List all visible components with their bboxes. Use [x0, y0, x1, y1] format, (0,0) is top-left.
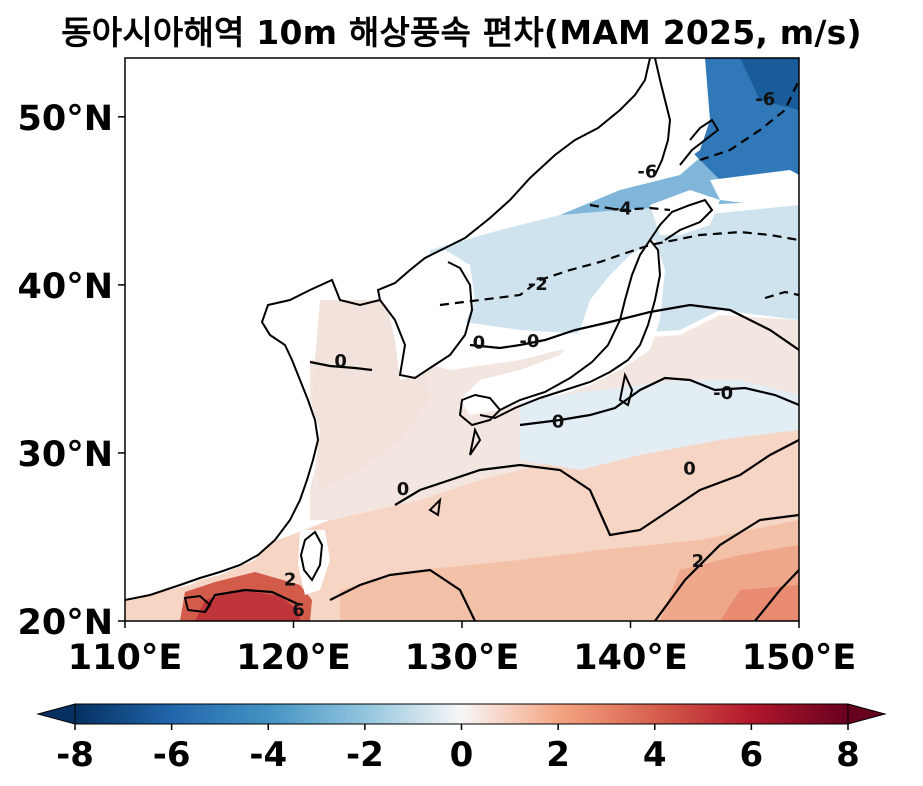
colorbar-extend-min: [36, 703, 76, 725]
x-tick-label: 150°E: [742, 638, 856, 678]
contour-label: 0: [552, 412, 565, 433]
y-axis: 20°N 30°N 40°N 50°N: [18, 99, 125, 643]
y-tick-label: 20°N: [18, 603, 114, 643]
contour-label: 2: [692, 551, 705, 572]
x-tick-label: 120°E: [236, 638, 350, 678]
colorbar-tick-label: -8: [56, 735, 94, 775]
colorbar-tick-label: -6: [153, 735, 191, 775]
colorbar-tick-label: -2: [346, 735, 384, 775]
x-tick-label: 110°E: [68, 638, 182, 678]
contour-label: -6: [755, 89, 775, 110]
colorbar-tick-label: 2: [546, 735, 570, 775]
colorbar: -8 -6 -4 -2 0 2 4 6 8: [36, 703, 887, 775]
colorbar-extend-max: [847, 703, 887, 725]
coastlines: [125, 58, 720, 614]
colorbar-tick-label: 0: [450, 735, 474, 775]
contour-label: 6: [292, 600, 305, 621]
x-tick-label: 130°E: [405, 638, 519, 678]
colorbar-tick-label: 8: [836, 735, 860, 775]
y-tick-label: 30°N: [18, 435, 114, 475]
colorbar-ticks: -8 -6 -4 -2 0 2 4 6 8: [56, 724, 860, 775]
y-tick-label: 50°N: [18, 99, 114, 139]
colorbar-tick-label: -4: [249, 735, 287, 775]
x-tick-label: 140°E: [573, 638, 687, 678]
contour-label: -4: [612, 198, 632, 219]
colorbar-tick-label: 4: [643, 735, 667, 775]
contour-label: -0: [713, 383, 733, 404]
colorbar-bar: [74, 703, 849, 725]
colorbar-tick-label: 6: [740, 735, 764, 775]
map-title: 동아시아해역 10m 해상풍속 편차(MAM 2025, m/s): [61, 13, 862, 52]
contour-label: -6: [637, 161, 657, 182]
y-tick-label: 40°N: [18, 267, 114, 307]
contour-label: 0: [683, 459, 696, 480]
contour-label: 0: [397, 479, 410, 500]
contour-label: 2: [284, 570, 297, 591]
contour-lines: [204, 79, 799, 621]
contour-label: -0: [519, 331, 539, 352]
contour-label: 0: [334, 351, 347, 372]
x-axis: 110°E 120°E 130°E 140°E 150°E: [68, 621, 856, 678]
contour-label: -2: [528, 274, 548, 295]
contour-label: 0: [473, 333, 486, 354]
